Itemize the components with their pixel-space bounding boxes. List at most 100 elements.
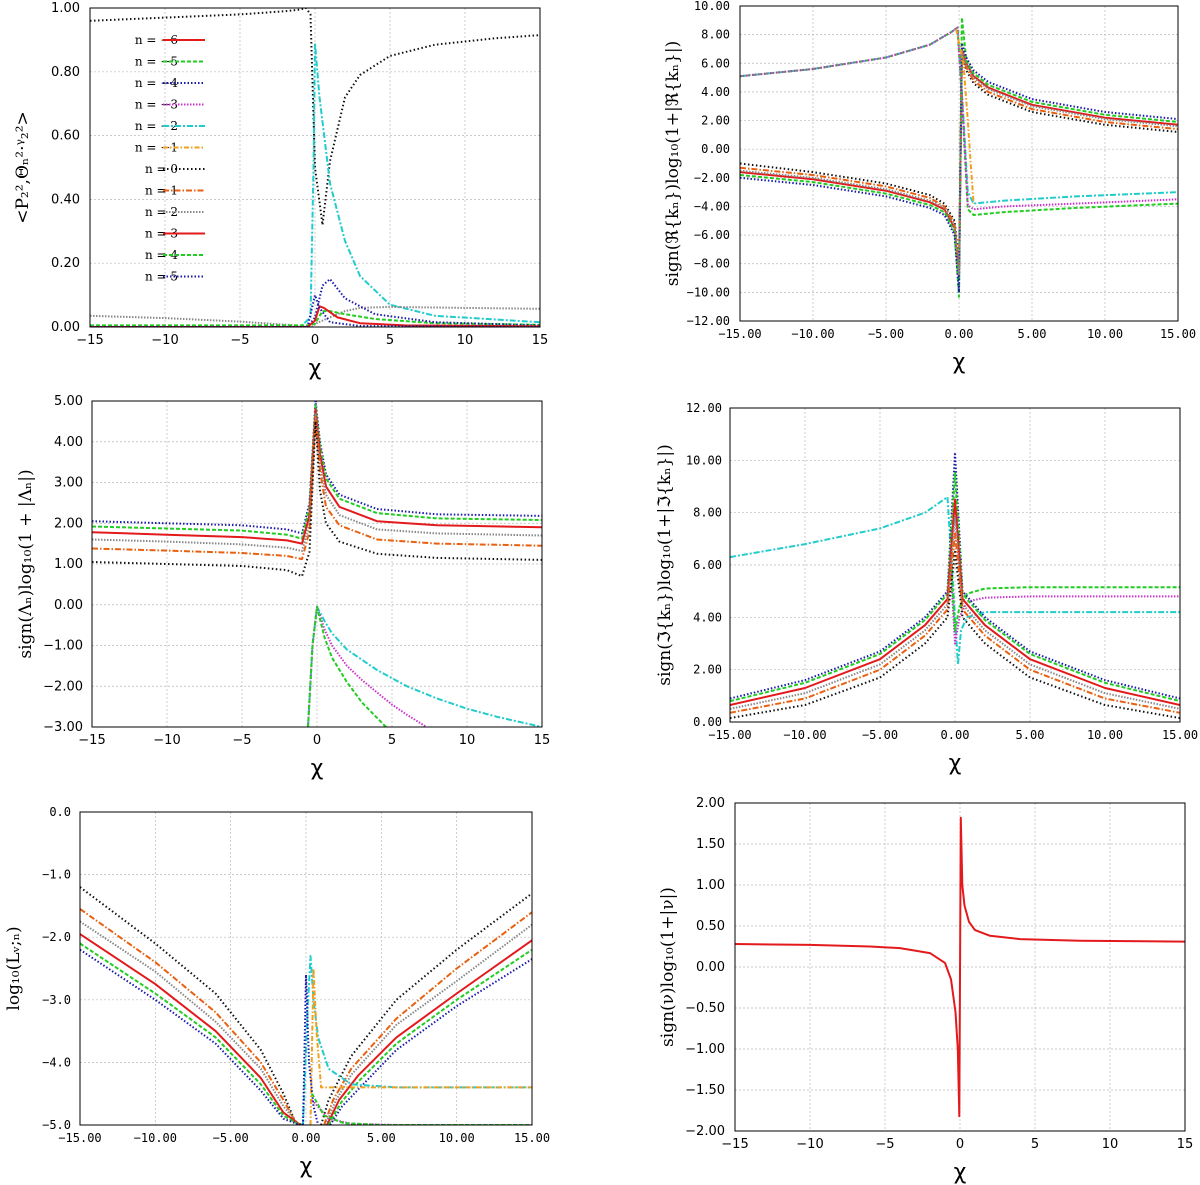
series-line xyxy=(80,886,300,1125)
plot-frame xyxy=(739,5,1179,322)
y-axis-label: <P₂²,Θₙ²·ᵞ₂²> xyxy=(13,111,33,224)
y-tick-label: 1.00 xyxy=(51,1,80,16)
x-axis-label: χ xyxy=(300,1154,313,1179)
y-tick-label: −4.0 xyxy=(42,1055,71,1069)
panel-lambda-n: −15 −10 −5 0 5 10 15 −3.00 −2.00 −1.00 0.00 1.00 2.0… xyxy=(16,394,550,781)
panel-imag-k: −15.00 −10.00 −5.00 0.00 5.00 10.00 15.00 0.00 2… xyxy=(655,401,1198,776)
y-tick-label: 12.00 xyxy=(686,401,722,415)
x-tick-label: 5 xyxy=(1031,1137,1039,1152)
y-tick-label: 1.00 xyxy=(54,557,83,572)
legend: n = −6 n = −5 n = −4 n = −3 n = −2 n = −1 n = … xyxy=(135,33,205,284)
y-tick-label: 0.00 xyxy=(696,960,725,975)
x-tick-label: −5 xyxy=(232,733,251,748)
y-tick-label: −8.00 xyxy=(694,257,730,271)
x-tick-label: −10.00 xyxy=(791,327,834,341)
y-tick-label: −4.00 xyxy=(694,199,730,213)
panel-nu: −15 −10 −5 0 5 10 15 −2.00 −1.50 −1.00 −0.50 0.00 0.… xyxy=(658,796,1193,1185)
legend-entry-label: n = −4 xyxy=(135,76,178,90)
legend-entry-label: n = −3 xyxy=(135,98,178,112)
x-axis-label: χ xyxy=(954,1160,967,1185)
x-tick-label: −5.00 xyxy=(213,1131,249,1145)
series-line xyxy=(730,516,1180,710)
x-tick-label: −15.00 xyxy=(708,728,751,742)
y-tick-label: 2.00 xyxy=(696,796,725,811)
series-line xyxy=(92,412,542,552)
legend-entry-label: n = −1 xyxy=(135,141,178,155)
series-group xyxy=(80,886,532,1125)
x-tick-label: 10.00 xyxy=(1087,728,1123,742)
y-tick-label: 5.00 xyxy=(54,394,83,409)
y-tick-label: 0.00 xyxy=(54,598,83,613)
legend-entry-label: n = 2 xyxy=(145,205,178,219)
panel-real-k: −15.00 −10.00 −5.00 0.00 5.00 10.00 15.00 −12.0… xyxy=(663,0,1196,375)
y-axis-label: sign(ℑ{kₙ})log₁₀(1+|ℑ{kₙ}|) xyxy=(655,444,675,686)
y-tick-label: −2.00 xyxy=(43,679,83,694)
panel-lambda-pc: −15 −10 −5 0 5 10 15 0.00 0.20 0.40 0.60 0.80 1.00 χ <… xyxy=(13,1,548,381)
x-tick-label: −5 xyxy=(875,1137,894,1152)
series-line xyxy=(326,939,532,1125)
x-axis-label: χ xyxy=(949,751,962,776)
y-tick-label: 0.40 xyxy=(51,192,80,207)
legend-entry-label: n = −5 xyxy=(135,55,178,69)
x-tick-label: 15 xyxy=(534,733,551,748)
series-line xyxy=(80,933,304,1125)
series-line xyxy=(320,892,532,1125)
panel-lv: −15.00 −10.00 −5.00 0.00 5.00 10.00 15.00 −5.0 −… xyxy=(4,805,550,1179)
series-line xyxy=(92,420,542,578)
series-line xyxy=(302,955,532,1125)
y-tick-label: −3.0 xyxy=(42,993,71,1007)
y-tick-label: −2.00 xyxy=(685,1124,725,1139)
y-tick-label: −3.00 xyxy=(43,720,83,735)
x-tick-label: 10.00 xyxy=(1087,327,1123,341)
y-tick-label: 2.00 xyxy=(693,663,722,677)
series-line xyxy=(740,52,1178,272)
x-tick-label: −15 xyxy=(76,333,103,348)
x-tick-label: 0.00 xyxy=(945,327,974,341)
plot-frame xyxy=(734,802,1186,1132)
series-line xyxy=(92,408,542,545)
y-tick-label: 0.50 xyxy=(696,919,725,934)
series-line xyxy=(735,816,1185,1118)
x-tick-label: −10 xyxy=(153,733,180,748)
y-tick-label: 0.0 xyxy=(49,805,71,819)
series-line xyxy=(90,8,540,226)
series-line xyxy=(329,958,532,1125)
y-tick-label: −5.0 xyxy=(42,1118,71,1132)
y-tick-label: −10.00 xyxy=(687,285,730,299)
y-tick-label: −12.00 xyxy=(687,314,730,328)
x-axis-label: χ xyxy=(309,356,322,381)
x-tick-label: 0.00 xyxy=(292,1131,321,1145)
y-axis-label: sign(Λₙ)log₁₀(1 + |Λₙ|) xyxy=(16,469,36,658)
series-group xyxy=(735,816,1185,1118)
y-tick-label: 1.50 xyxy=(696,837,725,852)
y-tick-label: −2.00 xyxy=(694,171,730,185)
series-line xyxy=(92,404,542,540)
series-line xyxy=(730,550,1180,720)
legend-entry-label: n = −6 xyxy=(135,33,178,47)
y-tick-label: 4.00 xyxy=(54,435,83,450)
series-line xyxy=(730,532,1180,714)
series-line xyxy=(323,911,532,1125)
x-tick-label: −15.00 xyxy=(58,1131,101,1145)
legend-entry-label: n = 0 xyxy=(145,162,178,176)
y-tick-label: 6.00 xyxy=(701,56,730,70)
plot-frame xyxy=(79,811,533,1126)
series-line xyxy=(80,920,302,1125)
x-tick-label: 10 xyxy=(459,733,476,748)
series-group xyxy=(730,451,1180,720)
legend-entry-label: n = 1 xyxy=(145,184,178,198)
x-tick-label: 0.00 xyxy=(941,728,970,742)
x-tick-label: −15 xyxy=(78,733,105,748)
x-tick-label: −10.00 xyxy=(134,1131,177,1145)
series-line xyxy=(90,305,540,327)
x-tick-label: 10.00 xyxy=(439,1131,475,1145)
y-tick-label: 8.00 xyxy=(701,28,730,42)
series-line xyxy=(740,49,1178,277)
y-tick-label: 10.00 xyxy=(694,0,730,13)
y-tick-label: 0.60 xyxy=(51,129,80,144)
series-line xyxy=(327,948,532,1125)
series-line xyxy=(80,942,304,1125)
series-line xyxy=(730,498,1180,706)
x-tick-label: 10 xyxy=(1102,1137,1119,1152)
x-tick-label: 15.00 xyxy=(514,1131,550,1145)
